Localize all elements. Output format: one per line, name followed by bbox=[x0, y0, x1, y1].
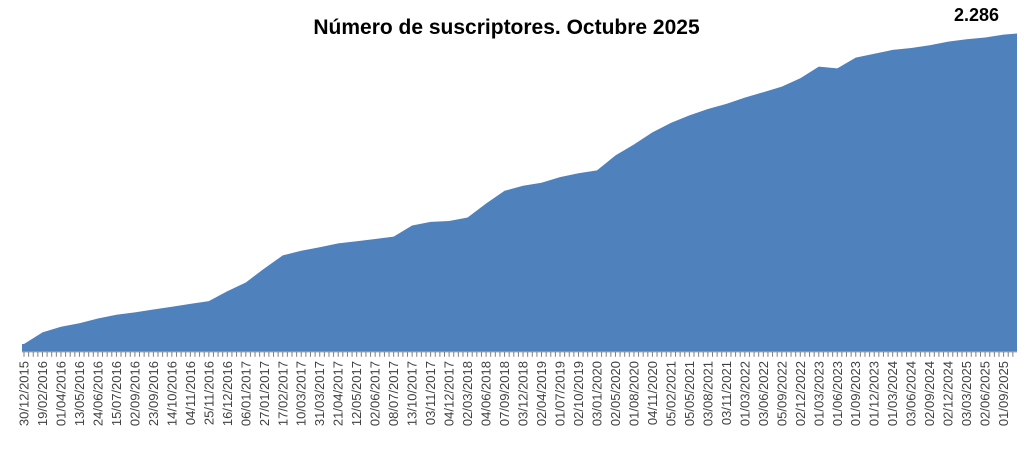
x-axis-label: 05/09/2022 bbox=[774, 361, 789, 426]
x-axis-label: 07/09/2018 bbox=[497, 361, 512, 426]
chart-title: Número de suscriptores. Octubre 2025 bbox=[313, 16, 700, 39]
x-axis-label: 01/03/2022 bbox=[737, 361, 752, 426]
x-axis-label: 01/09/2023 bbox=[848, 361, 863, 426]
x-axis-label: 03/11/2017 bbox=[423, 361, 438, 425]
x-axis-label: 03/03/2025 bbox=[959, 361, 974, 426]
x-axis-label: 03/12/2018 bbox=[516, 361, 531, 426]
x-axis-label: 24/06/2016 bbox=[90, 361, 105, 426]
x-axis-label: 08/07/2017 bbox=[386, 361, 401, 426]
x-axis-label: 23/09/2016 bbox=[146, 361, 161, 426]
x-axis-label: 01/03/2023 bbox=[811, 361, 826, 426]
x-axis-label: 03/06/2022 bbox=[756, 361, 771, 426]
x-axis-label: 02/04/2019 bbox=[534, 361, 549, 426]
x-axis-label: 02/06/2017 bbox=[368, 361, 383, 426]
x-axis-label: 12/05/2017 bbox=[349, 361, 364, 426]
x-axis-label: 03/08/2021 bbox=[700, 361, 715, 426]
x-axis-label: 04/11/2016 bbox=[183, 361, 198, 425]
x-axis-label: 03/06/2024 bbox=[904, 361, 919, 426]
x-axis-label: 01/12/2023 bbox=[867, 361, 882, 426]
x-axis-label: 06/01/2017 bbox=[238, 361, 253, 426]
x-axis-label: 02/12/2024 bbox=[941, 361, 956, 426]
x-axis-label: 02/06/2025 bbox=[978, 361, 993, 426]
x-axis-label: 17/02/2017 bbox=[275, 361, 290, 426]
x-axis-label: 03/11/2021 bbox=[719, 361, 734, 425]
x-axis-label: 02/05/2020 bbox=[608, 361, 623, 426]
area-series bbox=[22, 33, 1017, 352]
x-axis-label: 02/12/2022 bbox=[793, 361, 808, 426]
x-axis-label: 04/11/2020 bbox=[645, 361, 660, 425]
x-axis-label: 02/10/2019 bbox=[571, 361, 586, 426]
final-value-data-label: 2.286 bbox=[953, 5, 999, 25]
x-axis-label: 01/03/2024 bbox=[885, 361, 900, 426]
x-axis-ticks bbox=[23, 352, 1014, 357]
x-axis-label: 19/02/2016 bbox=[35, 361, 50, 426]
x-axis-label: 25/11/2016 bbox=[201, 361, 216, 425]
x-axis-label: 01/07/2019 bbox=[553, 361, 568, 426]
x-axis-label: 03/01/2020 bbox=[590, 361, 605, 426]
x-axis-label: 21/04/2017 bbox=[331, 361, 346, 426]
x-axis-label: 02/09/2016 bbox=[127, 361, 142, 426]
x-axis-label: 05/02/2021 bbox=[663, 361, 678, 426]
x-axis-label: 27/01/2017 bbox=[257, 361, 272, 426]
x-axis-label: 02/09/2024 bbox=[922, 361, 937, 426]
x-axis-label: 16/12/2016 bbox=[220, 361, 235, 426]
x-axis-label: 30/12/2015 bbox=[17, 361, 32, 426]
x-axis-labels: 30/12/2015 19/02/2016 01/04/2016 13/05/2016… bbox=[17, 361, 1012, 426]
x-axis-label: 04/12/2017 bbox=[442, 361, 457, 426]
x-axis-label: 10/03/2017 bbox=[294, 361, 309, 426]
x-axis-label: 13/05/2016 bbox=[72, 361, 87, 426]
x-axis-label: 05/05/2021 bbox=[682, 361, 697, 426]
x-axis-label: 01/08/2020 bbox=[626, 361, 641, 426]
x-axis-label: 04/06/2018 bbox=[479, 361, 494, 426]
x-axis-label: 13/10/2017 bbox=[405, 361, 420, 426]
x-axis-label: 01/06/2023 bbox=[830, 361, 845, 426]
x-axis-label: 01/04/2016 bbox=[54, 361, 69, 426]
x-axis-label: 14/10/2016 bbox=[164, 361, 179, 426]
x-axis-label: 02/03/2018 bbox=[460, 361, 475, 426]
x-axis-label: 31/03/2017 bbox=[312, 361, 327, 426]
x-axis-label: 15/07/2016 bbox=[109, 361, 124, 426]
x-axis-label: 01/09/2025 bbox=[996, 361, 1011, 426]
